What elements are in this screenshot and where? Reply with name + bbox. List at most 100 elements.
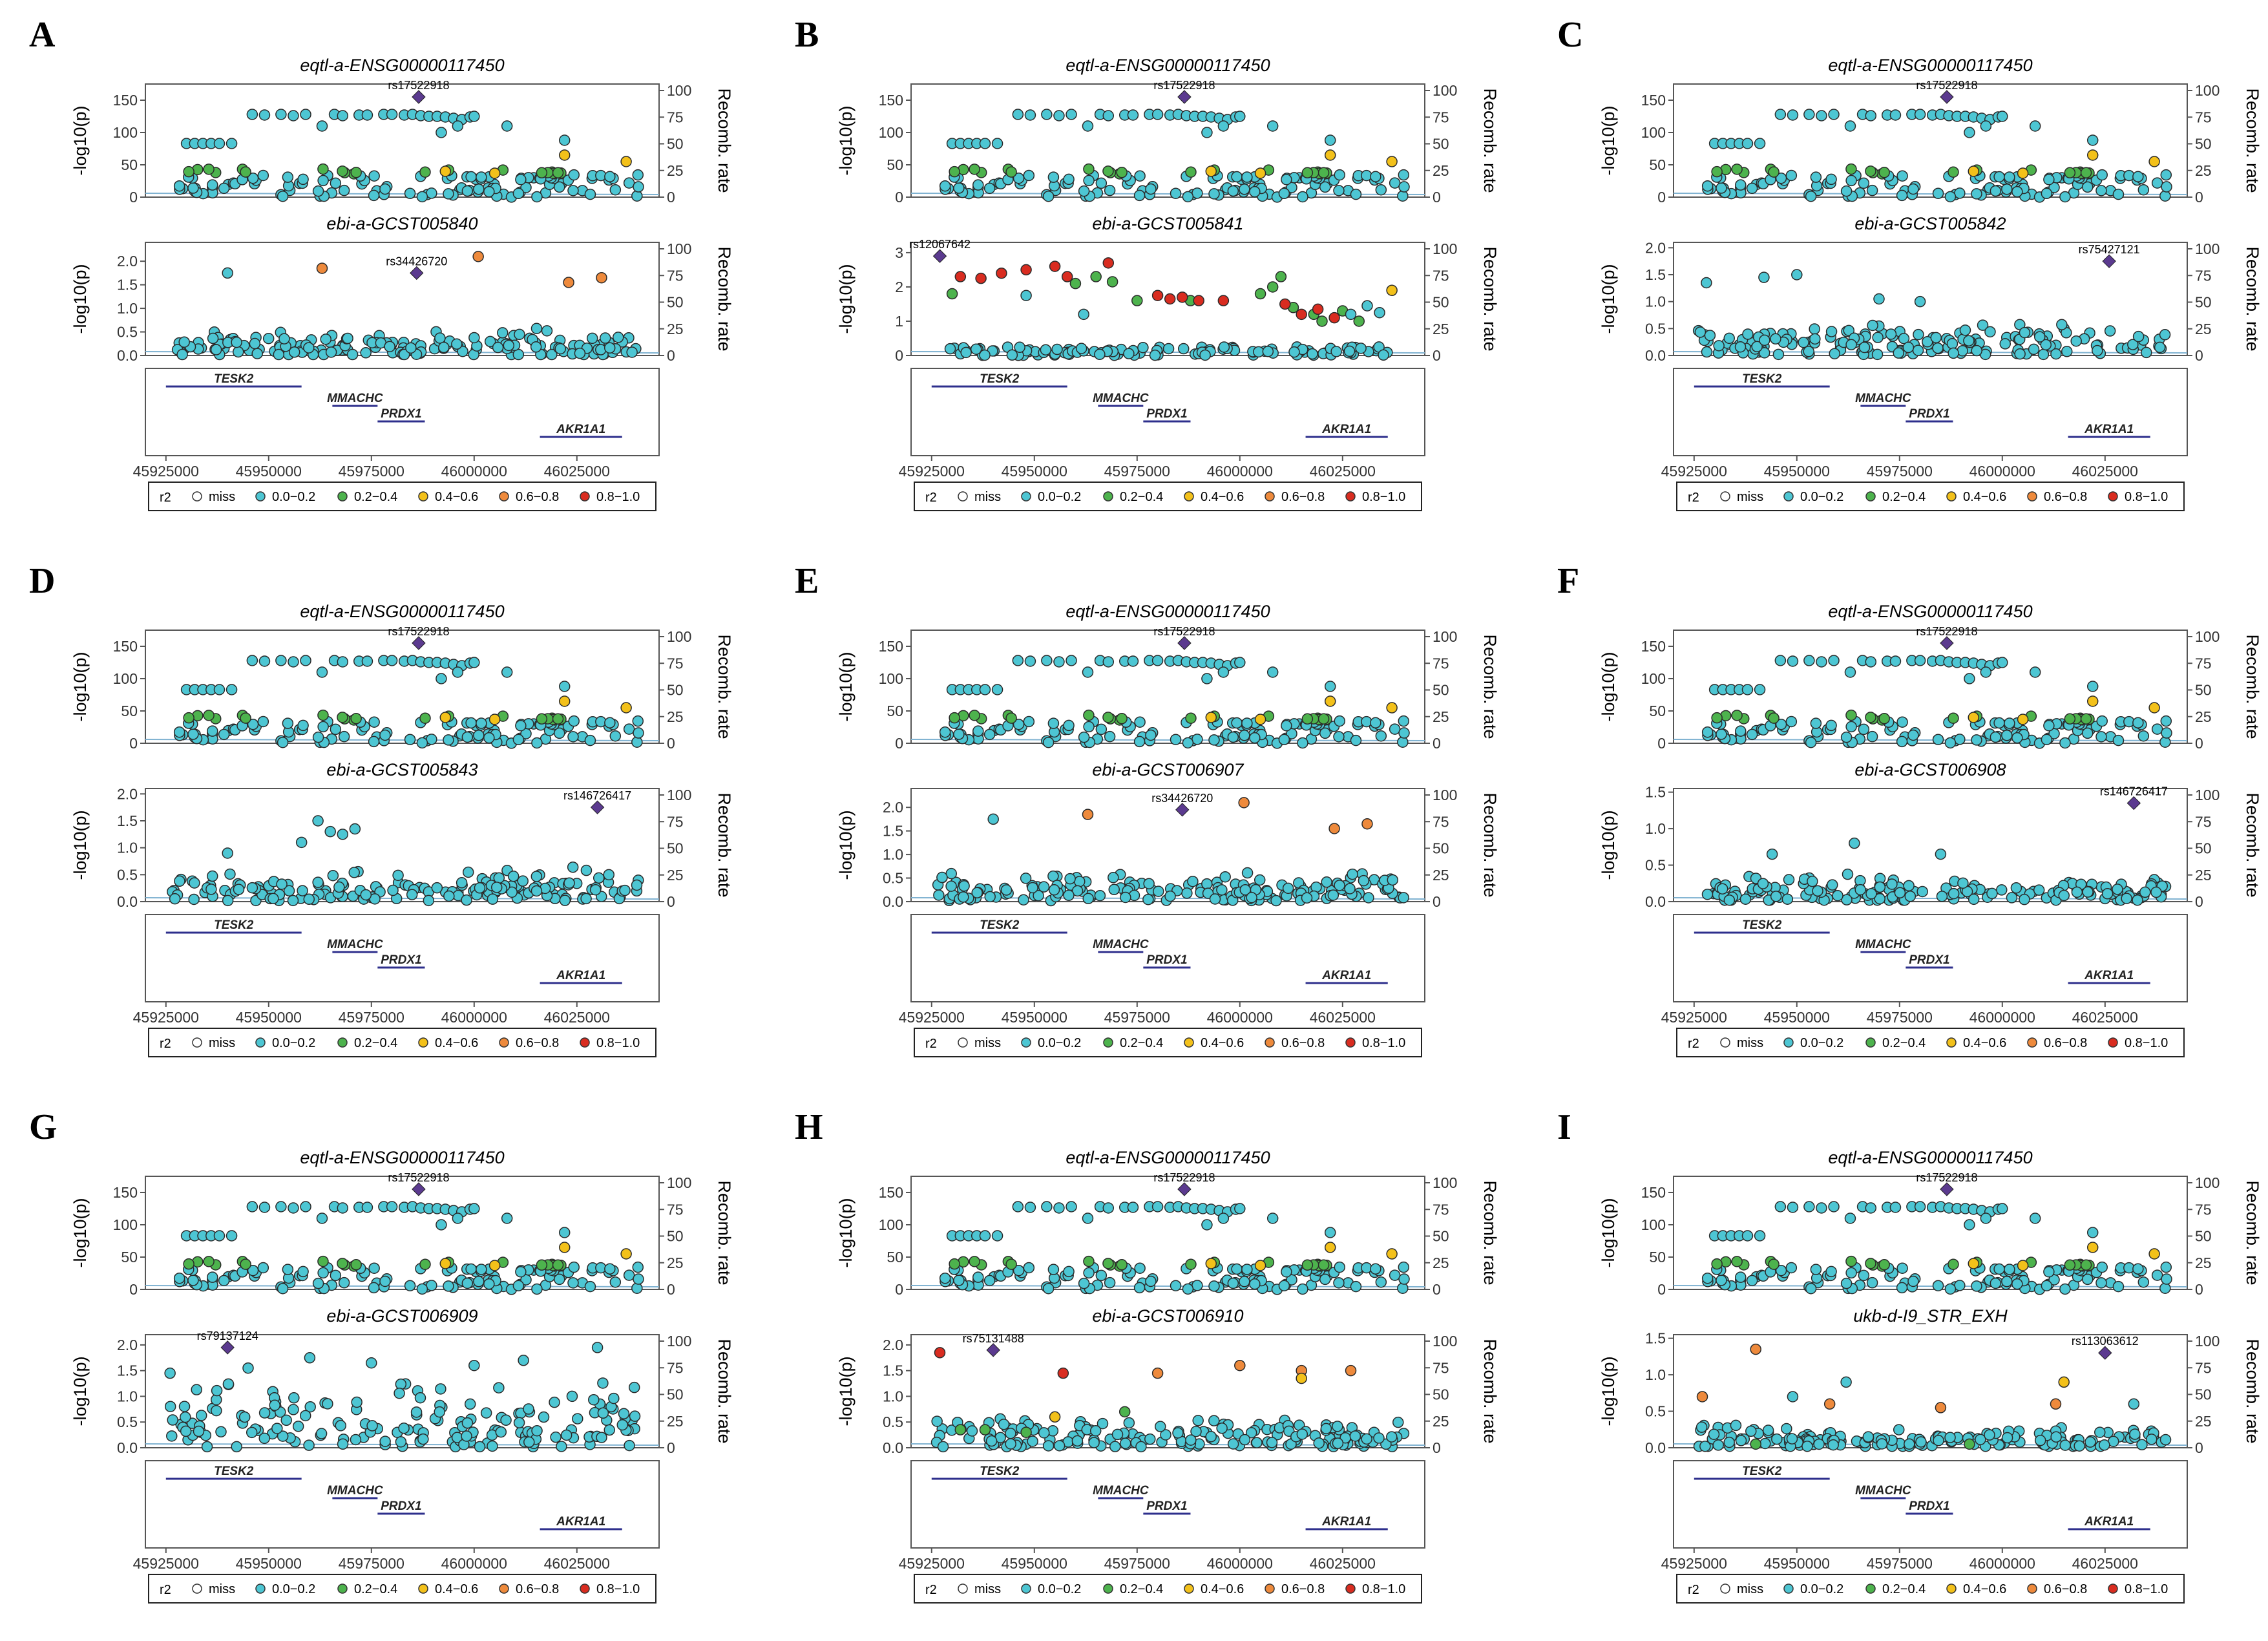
top-point (1104, 1276, 1116, 1289)
bottom-point (1316, 315, 1328, 327)
top-point (623, 177, 635, 189)
top-point (1227, 731, 1239, 743)
top-ylabel: -log10(p) (1599, 105, 1618, 175)
top-point (1907, 729, 1919, 741)
top-point (317, 1255, 329, 1267)
top-point (1865, 712, 1876, 723)
bottom-ytick-label: 1.0 (883, 846, 903, 863)
top-point (2004, 1264, 2015, 1275)
top-point (1333, 185, 1345, 196)
bottom-point (1807, 875, 1818, 887)
gene-label: MMACHC (327, 1484, 383, 1498)
x-tick-label: 46025000 (544, 1555, 610, 1572)
top-point (1865, 165, 1876, 177)
panel-letter: F (1557, 561, 1579, 601)
top-point (1324, 149, 1336, 161)
gene-label: TESK2 (214, 372, 254, 386)
panel-letter: I (1557, 1107, 1571, 1147)
bottom-point (1829, 348, 1841, 359)
bottom-point (1020, 873, 1032, 884)
bottom-point (258, 1432, 270, 1445)
top-point (258, 1202, 271, 1213)
bottom-point (2101, 888, 2114, 900)
legend-swatch (1184, 491, 1194, 502)
bottom-point (1057, 1367, 1069, 1379)
top-point (1319, 1273, 1331, 1286)
top-point (1774, 1201, 1787, 1212)
bottom-y2tick-label: 50 (667, 840, 684, 857)
bottom-ytick-label: 1.0 (117, 300, 138, 317)
top-point (443, 1280, 454, 1292)
bottom-point (1266, 281, 1279, 293)
top-point (1231, 717, 1243, 729)
x-tick-label: 46000000 (1969, 1009, 2035, 1026)
top-point (1389, 1269, 1401, 1281)
bottom-point (1771, 1433, 1783, 1445)
bottom-ylabel: -log10(p) (1599, 1356, 1618, 1426)
bottom-point (1871, 348, 1884, 361)
top-plot-frame (145, 630, 660, 744)
top-point (1785, 1262, 1798, 1274)
top-y2tick-label: 75 (1433, 655, 1449, 672)
top-point (1731, 164, 1743, 175)
top-point (218, 1275, 230, 1287)
bottom-point (1005, 1428, 1016, 1439)
bottom-point (1734, 341, 1747, 353)
top-ytick-label: 0 (129, 735, 138, 752)
top-point (282, 1264, 294, 1275)
bottom-point (164, 1401, 176, 1412)
bottom-point (487, 1440, 498, 1452)
x-tick-label: 46000000 (441, 1009, 507, 1026)
bottom-plot-frame (910, 242, 1425, 356)
top-point (552, 713, 564, 725)
bottom-ytick-label: 2.0 (883, 1337, 903, 1353)
top-point (633, 727, 644, 739)
top-y2tick-label: 75 (667, 655, 684, 672)
top-point (1805, 736, 1817, 748)
x-tick-label: 46000000 (441, 1555, 507, 1572)
bottom-point (1750, 1438, 1761, 1450)
top-lead-label: rs17522918 (388, 1171, 449, 1184)
top-point (1840, 1277, 1853, 1289)
bottom-point (1027, 882, 1038, 894)
top-point (512, 1280, 525, 1292)
top-point (1127, 1202, 1139, 1213)
legend-box (148, 482, 656, 511)
top-point (2017, 167, 2029, 179)
top-point (558, 1227, 571, 1238)
bottom-ytick-label: 1.5 (883, 1362, 903, 1379)
bottom-point (595, 344, 607, 355)
legend-swatch (1184, 1037, 1194, 1048)
legend-swatch (2027, 491, 2037, 502)
bottom-point (2071, 886, 2083, 898)
top-point (404, 187, 416, 199)
bottom-point (178, 336, 190, 348)
bottom-point (1713, 340, 1725, 352)
top-lead-marker (412, 1182, 426, 1196)
bottom-y2tick-label: 75 (667, 1359, 684, 1376)
top-point (632, 1261, 644, 1273)
top-point (1878, 713, 1890, 725)
bottom-ytick-label: 2.0 (117, 253, 138, 270)
bottom-point (2092, 344, 2103, 357)
top-y2tick-label: 25 (1433, 708, 1449, 725)
bottom-point (580, 864, 593, 876)
x-tick-label: 46025000 (1310, 463, 1376, 480)
top-point (1810, 171, 1822, 183)
bottom-point (443, 890, 455, 902)
bottom-point (1701, 888, 1714, 900)
bottom-point (1042, 1440, 1055, 1452)
legend-label: 0.4−0.6 (1201, 1582, 1244, 1596)
bottom-point (405, 342, 417, 354)
bottom-title: ebi-a-GCST006907 (1092, 760, 1244, 779)
bottom-ylabel: -log10(p) (836, 1356, 856, 1426)
bottom-point (1000, 884, 1013, 896)
bottom-point (1296, 308, 1307, 321)
bottom-point (2019, 893, 2030, 905)
legend-label: miss (974, 490, 1001, 504)
x-tick-label: 46000000 (1969, 1555, 2035, 1572)
top-point (609, 184, 622, 196)
top-point (1768, 166, 1780, 178)
bottom-point (1781, 893, 1794, 905)
top-point (1053, 1202, 1065, 1214)
